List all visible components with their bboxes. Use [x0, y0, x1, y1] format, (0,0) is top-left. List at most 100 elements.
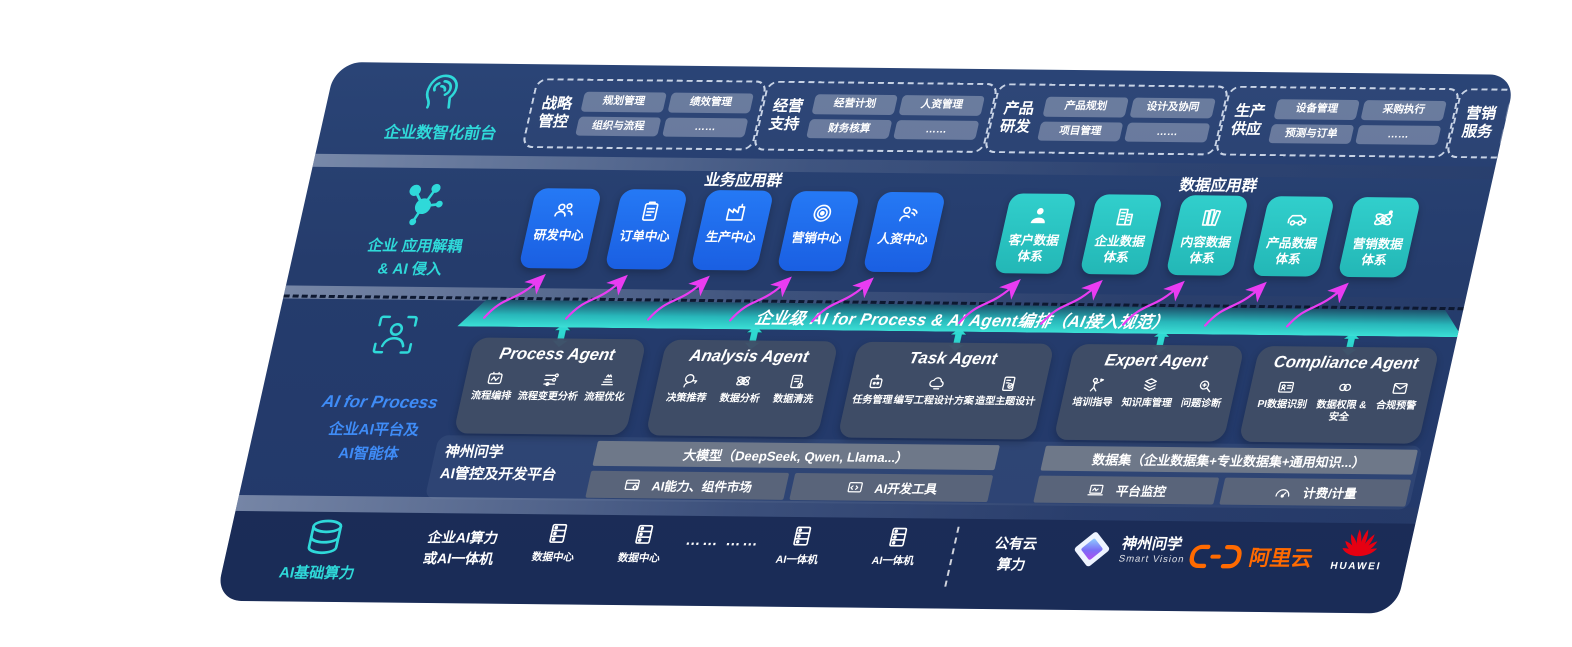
card-marketing-data: 营销数据 体系: [1337, 197, 1422, 278]
alibaba-cloud-logo-icon: [1189, 544, 1242, 569]
module-chip: 绩效管理: [667, 92, 754, 113]
module-chip: 设备管理: [1273, 99, 1360, 120]
enterprise-compute-label: 企业AI算力 或AI一体机: [421, 529, 500, 567]
data-group-title: 数据应用群: [1177, 177, 1260, 195]
front-office-label: 企业数智化前台: [382, 124, 499, 143]
segment-ai-market: AI能力、组件市场: [585, 470, 790, 500]
agent-item-label: 流程变更分析: [516, 390, 579, 403]
card-customer-data: 客户数据 体系: [993, 193, 1078, 274]
partner-huawei: HUAWEI: [1322, 523, 1397, 573]
model-bar: 大模型（DeepSeek, Qwen, Llama...）: [592, 440, 1000, 471]
data-clean-doc-icon: [790, 374, 804, 389]
smartvision-logo-icon: [1074, 532, 1110, 567]
agent-item-label: 决策推荐: [665, 392, 708, 405]
card-label: 营销数据 体系: [1351, 237, 1405, 267]
segment-label: AI开发工具: [873, 481, 939, 497]
module-chip: 整车物流: [1499, 126, 1516, 147]
node-ai-appliance-1: AI一体机: [764, 523, 836, 568]
dataset-bar: 数据集（企业数据集+专业数据集+通用知识...）: [1040, 445, 1418, 475]
segment-dev-tools: AI开发工具: [789, 472, 994, 503]
group-name: 营销 服务: [1460, 104, 1499, 141]
person-waves-icon: [899, 206, 918, 222]
partner-subtitle: Smart Vision: [1117, 553, 1186, 565]
flow-chart-icon: [487, 371, 503, 385]
agent-item-label: 培训指导: [1071, 397, 1114, 409]
agent-item-label: 数据权限 & 安全: [1315, 399, 1368, 423]
component-market-icon: [624, 479, 641, 490]
architecture-panel: 企业数智化前台 战略 管控 规划管理 绩效管理 组织与流程 …… 经营 支持 经…: [215, 62, 1516, 614]
data-cards: 客户数据 体系 企业数据 体系 内容数据 体系 产品数据 体系 营销数据 体系: [993, 193, 1422, 278]
server-icon: [549, 523, 568, 543]
node-label: AI一体机: [774, 553, 820, 567]
front-office-groups: 战略 管控 规划管理 绩效管理 组织与流程 …… 经营 支持 经营计划 人资管理…: [521, 78, 1516, 161]
target-icon: [813, 204, 832, 222]
id-card-icon: [1278, 381, 1295, 393]
card-rd-center: 研发中心: [518, 188, 603, 269]
agent-item-label: 流程编排: [469, 390, 513, 402]
module-chip: ……: [1355, 124, 1442, 145]
segment-label: 计费/计量: [1301, 486, 1359, 502]
node-datacenter-1: 数据中心: [520, 520, 592, 565]
card-production-center: 生产中心: [690, 190, 775, 271]
app-layer-label: 企业 应用解耦 & AI 侵入: [366, 237, 464, 279]
agent-item-label: 编写工程设计方案: [892, 395, 975, 407]
brain-head-icon: [425, 74, 458, 109]
platform-label: 神州问学 AI管控及开发平台: [438, 444, 558, 484]
front-office-group-operation: 经营 支持 经营计划 人资管理 财务核算 ……: [752, 80, 999, 154]
card-marketing-center: 营销中心: [776, 190, 861, 272]
partner-name: 阿里云: [1246, 546, 1315, 571]
agent-card-process: Process Agent 流程编排 流程变更分析 流程优化: [453, 337, 647, 436]
node-ai-appliance-2: AI一体机: [860, 524, 932, 569]
segment-label: 平台监控: [1114, 484, 1168, 499]
segment-label: AI能力、组件市场: [650, 479, 754, 495]
card-hr-center: 人资中心: [862, 191, 947, 273]
card-label: 客户数据 体系: [1007, 233, 1061, 264]
business-cards: 研发中心 订单中心 生产中心 营销中心 人资中心: [518, 188, 947, 273]
more-nodes-ellipsis: …… ……: [683, 531, 762, 550]
agent-item-label: 问题诊断: [1179, 398, 1223, 410]
card-label: 企业数据 体系: [1093, 234, 1147, 265]
card-label: 内容数据 体系: [1179, 235, 1233, 266]
module-chip: 设计及协同: [1129, 97, 1216, 118]
module-chip: ……: [1124, 122, 1211, 143]
agent-card-expert: Expert Agent 培训指导 知识库管理 问题诊断: [1053, 344, 1245, 442]
agent-item-label: 任务管理: [851, 394, 894, 407]
agent-item-label: 数据清洗: [771, 393, 815, 406]
partner-name: HUAWEI: [1329, 560, 1383, 573]
agent-card-analysis: Analysis Agent 决策推荐 数据分析 数据清洗: [645, 339, 839, 438]
module-chip: 经营计划: [811, 94, 898, 115]
module-chip: 项目管理: [1037, 121, 1124, 142]
module-chip: 规划管理: [580, 91, 667, 113]
agent-item-label: 流程优化: [583, 391, 626, 404]
card-content-data: 内容数据 体系: [1165, 195, 1250, 276]
tablet-check-icon: [1001, 376, 1016, 392]
knowledge-stack-icon: [1144, 378, 1158, 392]
module-chip: 人资管理: [898, 95, 985, 116]
module-chip: 财务核算: [806, 118, 893, 139]
agent-item-label: PI数据识别: [1256, 399, 1309, 411]
group-name: 经营 支持: [767, 97, 806, 133]
module-chip: 市场营销: [1504, 101, 1516, 123]
atom-analysis-icon: [736, 376, 751, 386]
agent-title: Task Agent: [907, 349, 1000, 369]
agent-card-task: Task Agent 任务管理 编写工程设计方案 造型主题设计: [837, 341, 1055, 440]
node-datacenter-2: 数据中心: [606, 521, 678, 566]
diagnose-icon: [1199, 380, 1211, 393]
mail-alert-icon: [1392, 382, 1408, 394]
gauge-icon: [1275, 488, 1290, 498]
module-chip: 组织与流程: [575, 116, 662, 137]
node-label: 数据中心: [530, 551, 576, 564]
agent-title: Process Agent: [497, 344, 617, 365]
agent-title: Expert Agent: [1103, 351, 1210, 371]
huawei-logo-icon: [1342, 529, 1378, 557]
car-icon: [1287, 214, 1307, 226]
card-order-center: 订单中心: [604, 189, 689, 270]
card-label: 营销中心: [790, 230, 844, 246]
factory-icon: [725, 203, 746, 221]
agent-item-label: 造型主题设计: [973, 395, 1037, 408]
partner-smartvision: 神州问学 Smart Vision: [1066, 528, 1191, 571]
model-bar-text: 大模型（DeepSeek, Qwen, Llama...）: [681, 447, 911, 466]
group-name: 战略 管控: [536, 94, 575, 131]
task-bot-icon: [869, 374, 883, 389]
card-label: 产品数据 体系: [1265, 236, 1319, 267]
